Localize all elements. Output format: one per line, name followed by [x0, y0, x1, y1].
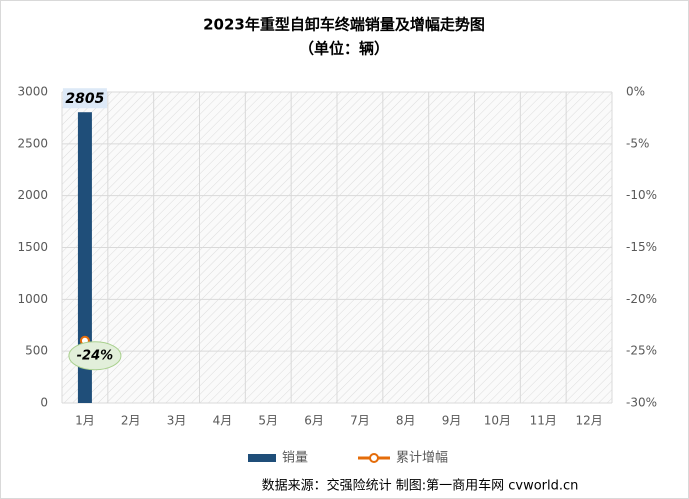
x-tick-label: 9月: [442, 414, 462, 428]
data-label-box: [68, 341, 122, 371]
y-tick-label: 2000: [17, 188, 48, 202]
y2-tick-label: -5%: [626, 136, 649, 150]
y-tick-label: 0: [40, 396, 48, 410]
y-tick-label: 1000: [17, 292, 48, 306]
y-tick-label: 2500: [17, 136, 48, 150]
source: 数据来源：交强险统计 制图:第一商用车网 cvworld.cn: [262, 478, 579, 494]
y2-tick-label: 0%: [626, 85, 645, 99]
y2-tick-label: -25%: [626, 344, 657, 358]
legend-label: 累计增幅: [396, 451, 448, 466]
x-tick-label: 4月: [213, 414, 233, 428]
x-tick-label: 11月: [530, 414, 557, 428]
data-label: -24%: [77, 348, 114, 363]
y2-tick-label: -20%: [626, 292, 657, 306]
y-tick-label: 1500: [17, 240, 48, 254]
data-label: 2805: [65, 91, 104, 107]
y2-tick-label: -10%: [626, 188, 657, 202]
x-tick-label: 3月: [167, 414, 187, 428]
legend-swatch: [248, 454, 276, 462]
chart-title: 2023年重型自卸车终端销量及增幅走势图: [203, 16, 485, 34]
y-tick-label: 500: [25, 344, 48, 358]
x-tick-label: 1月: [75, 414, 95, 428]
x-tick-label: 2月: [121, 414, 141, 428]
data-label-box: [62, 88, 107, 109]
x-tick-label: 10月: [484, 414, 511, 428]
legend-label: 销量: [282, 451, 308, 466]
x-tick-label: 8月: [396, 414, 416, 428]
x-tick-label: 7月: [350, 414, 370, 428]
chart-subtitle: （单位：辆）: [299, 40, 389, 58]
x-tick-label: 5月: [258, 414, 278, 428]
y-tick-label: 3000: [17, 85, 48, 99]
y2-tick-label: -30%: [626, 396, 657, 410]
x-tick-label: 12月: [575, 414, 602, 428]
bar: [77, 112, 92, 403]
x-tick-label: 6月: [304, 414, 324, 428]
y2-tick-label: -15%: [626, 240, 657, 254]
legend-swatch: [369, 453, 379, 463]
